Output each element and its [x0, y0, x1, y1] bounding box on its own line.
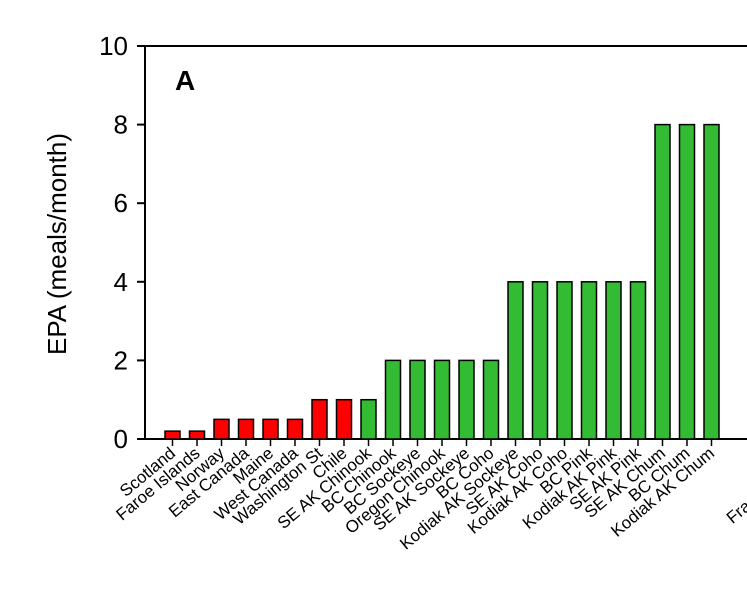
y-tick-label: 4 — [114, 267, 128, 297]
bar — [384, 359, 402, 440]
y-axis-label: EPA (meals/month) — [42, 133, 72, 355]
bar — [629, 281, 647, 440]
bar — [360, 398, 377, 440]
y-tick-label: 6 — [114, 188, 128, 218]
x-tick-label-cropped: Fra — [723, 496, 747, 527]
bar — [164, 430, 181, 440]
bar — [335, 398, 353, 440]
bar — [433, 359, 451, 440]
bar — [556, 281, 573, 440]
bar — [703, 123, 720, 440]
bar — [507, 281, 524, 440]
y-ticks: 0 2 4 6 8 10 — [99, 31, 145, 454]
bar — [482, 359, 500, 440]
bar — [605, 281, 622, 440]
y-tick-label: 8 — [114, 110, 128, 140]
bar — [311, 398, 328, 440]
bar — [262, 418, 279, 440]
bar — [409, 359, 426, 440]
bar — [458, 359, 475, 440]
y-tick-label: 0 — [114, 424, 128, 454]
bar — [188, 430, 206, 440]
bar — [531, 281, 549, 440]
bar — [237, 418, 255, 440]
bar — [678, 123, 696, 440]
bar — [654, 123, 671, 440]
bar — [286, 418, 304, 440]
panel-label: A — [175, 65, 195, 96]
y-tick-label: 10 — [99, 31, 128, 61]
bar — [213, 418, 230, 440]
y-tick-label: 2 — [114, 345, 128, 375]
bar — [580, 281, 598, 440]
bars — [164, 123, 720, 440]
